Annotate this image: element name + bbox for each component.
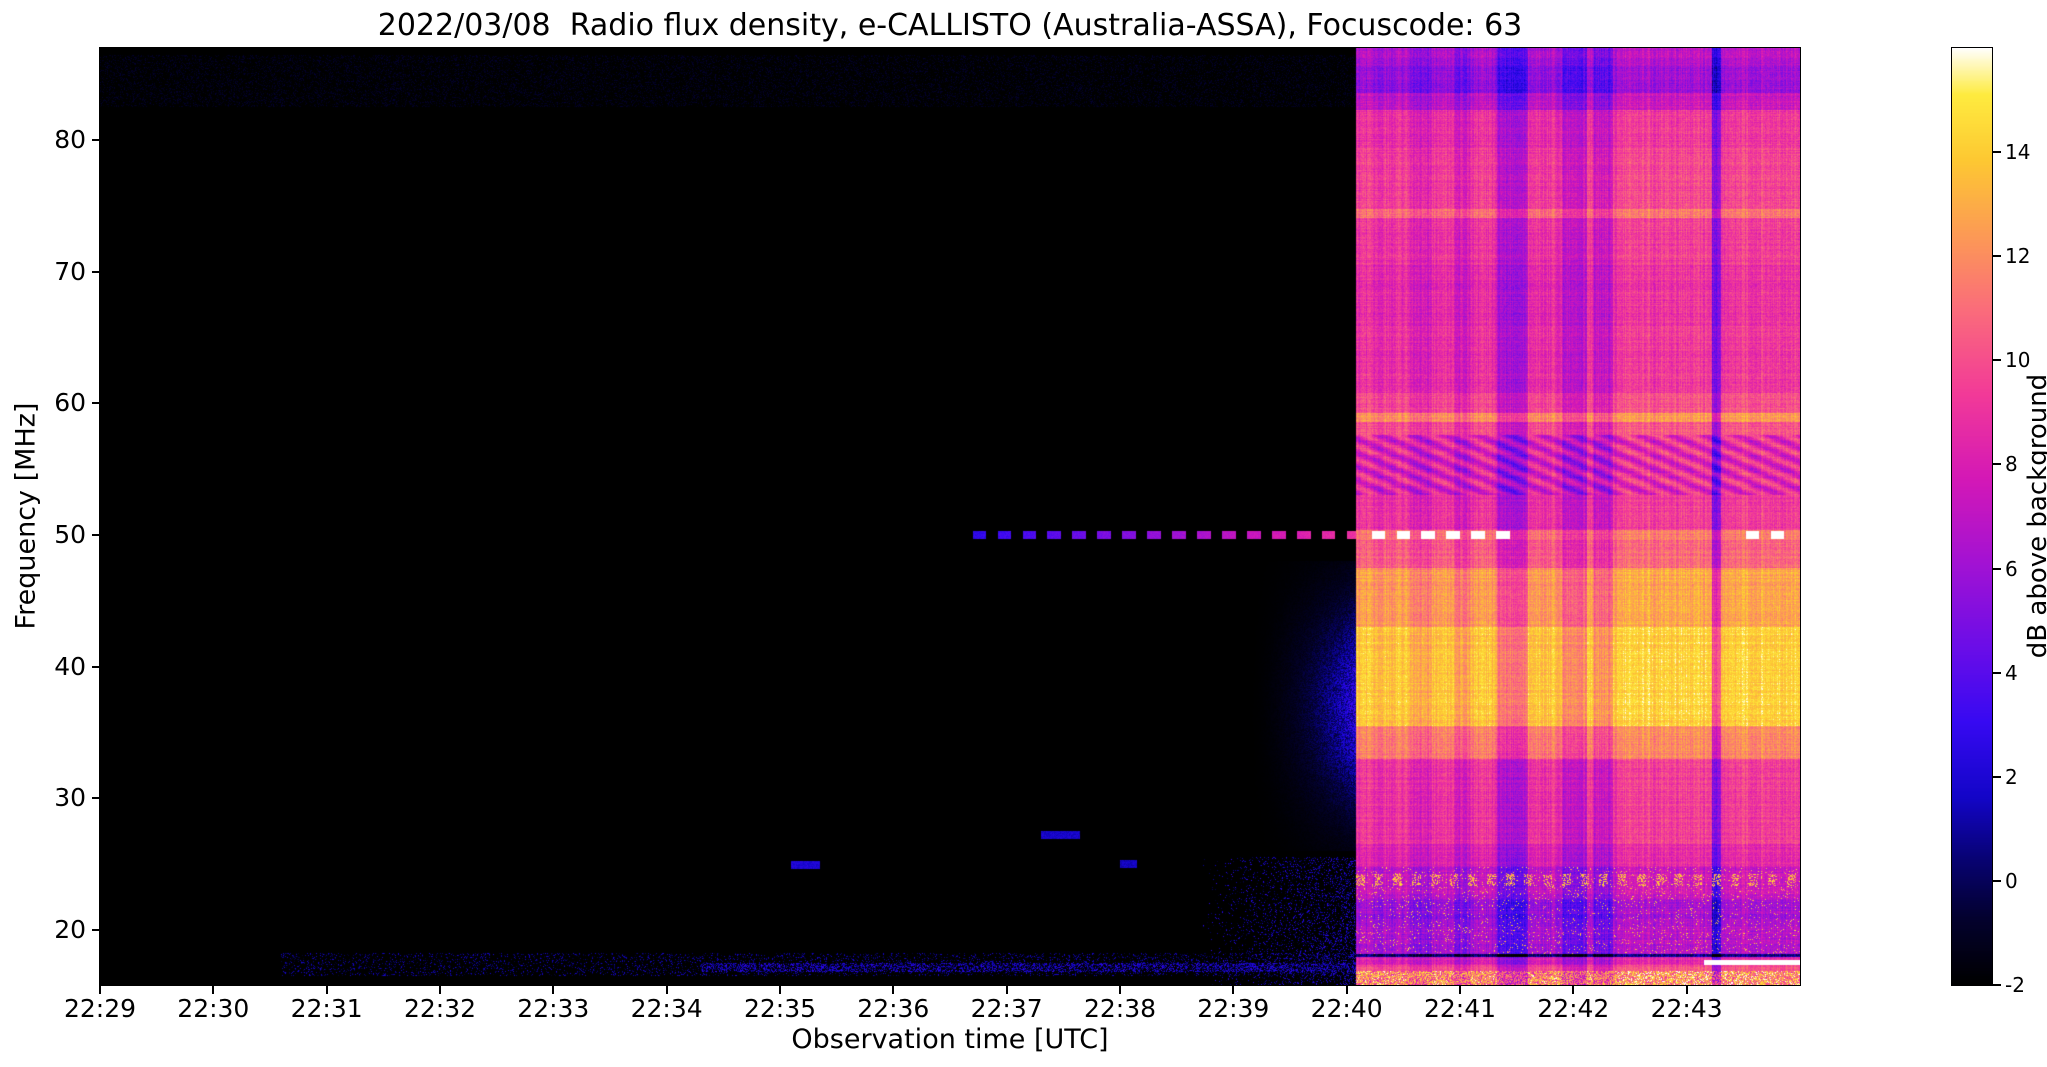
x-tick-label: 22:35 bbox=[743, 994, 817, 1023]
y-tick-mark bbox=[92, 533, 100, 536]
y-tick-label: 80 bbox=[54, 125, 86, 155]
x-tick-mark bbox=[1005, 986, 1008, 994]
colorbar-tick-mark bbox=[1993, 255, 2001, 258]
chart-title: 2022/03/08 Radio flux density, e-CALLIST… bbox=[377, 8, 1523, 43]
y-tick-mark bbox=[92, 797, 100, 800]
colorbar-tick-label: 12 bbox=[2005, 244, 2031, 269]
y-tick-label: 30 bbox=[54, 783, 86, 813]
colorbar-tick-mark bbox=[1993, 879, 2001, 882]
colorbar-tick-mark bbox=[1993, 775, 2001, 778]
colorbar bbox=[1952, 48, 1992, 985]
y-tick-mark bbox=[92, 928, 100, 931]
colorbar-label: dB above background bbox=[2023, 373, 2047, 659]
x-tick-mark bbox=[892, 986, 895, 994]
x-tick-mark bbox=[439, 986, 441, 994]
x-tick-label: 22:40 bbox=[1310, 994, 1383, 1023]
x-tick-label: 22:31 bbox=[290, 994, 363, 1023]
x-tick-mark bbox=[1572, 986, 1575, 994]
x-tick-mark bbox=[1119, 986, 1121, 994]
y-tick-label: 20 bbox=[54, 914, 86, 944]
colorbar-tick-label: 6 bbox=[2005, 556, 2018, 581]
y-tick-mark bbox=[92, 270, 100, 273]
colorbar-tick-label: 2 bbox=[2005, 764, 2018, 789]
colorbar-tick-label: 14 bbox=[2005, 140, 2031, 165]
x-tick-label: 22:39 bbox=[1197, 994, 1270, 1023]
colorbar-tick-mark bbox=[1993, 567, 2001, 570]
x-tick-label: 22:34 bbox=[630, 994, 703, 1023]
x-tick-mark bbox=[665, 986, 668, 994]
x-axis-label: Observation time [UTC] bbox=[791, 1024, 1109, 1055]
colorbar-tick-mark bbox=[1993, 671, 2001, 674]
colorbar-tick-label: 0 bbox=[2005, 868, 2018, 893]
x-tick-label: 22:42 bbox=[1537, 994, 1610, 1023]
x-tick-mark bbox=[325, 986, 328, 994]
colorbar-tick-mark bbox=[1993, 984, 2001, 986]
colorbar-tick-mark bbox=[1993, 151, 2001, 154]
colorbar-tick-mark bbox=[1993, 359, 2001, 362]
colorbar-tick-label: 8 bbox=[2005, 452, 2018, 477]
y-tick-label: 60 bbox=[54, 388, 86, 418]
x-tick-label: 22:36 bbox=[857, 994, 930, 1023]
y-tick-mark bbox=[92, 139, 100, 142]
x-tick-mark bbox=[1685, 986, 1688, 994]
colorbar-tick-mark bbox=[1993, 463, 2001, 466]
x-tick-label: 22:32 bbox=[403, 994, 477, 1023]
y-tick-mark bbox=[92, 402, 100, 405]
x-tick-label: 22:33 bbox=[517, 994, 590, 1023]
x-tick-mark bbox=[552, 986, 555, 994]
x-tick-label: 22:41 bbox=[1423, 994, 1497, 1023]
x-tick-label: 22:29 bbox=[63, 994, 137, 1023]
x-tick-mark bbox=[1459, 986, 1461, 994]
y-tick-mark bbox=[92, 665, 100, 668]
y-tick-label: 40 bbox=[54, 651, 86, 681]
colorbar-tick-label: 10 bbox=[2005, 348, 2031, 373]
x-tick-mark bbox=[1232, 986, 1235, 994]
y-tick-label: 70 bbox=[54, 256, 86, 286]
x-tick-label: 22:38 bbox=[1083, 994, 1157, 1023]
x-tick-label: 22:43 bbox=[1650, 994, 1723, 1023]
y-tick-label: 50 bbox=[54, 519, 86, 549]
x-tick-label: 22:37 bbox=[970, 994, 1043, 1023]
y-axis-label: Frequency [MHz] bbox=[10, 402, 42, 630]
x-tick-mark bbox=[779, 986, 781, 994]
x-tick-mark bbox=[99, 986, 101, 994]
x-tick-mark bbox=[212, 986, 215, 994]
colorbar-tick-label: -2 bbox=[2005, 973, 2025, 997]
x-tick-mark bbox=[1345, 986, 1348, 994]
colorbar-tick-label: 4 bbox=[2005, 660, 2018, 685]
spectrogram-canvas bbox=[100, 48, 1800, 985]
x-tick-label: 22:30 bbox=[177, 994, 250, 1023]
